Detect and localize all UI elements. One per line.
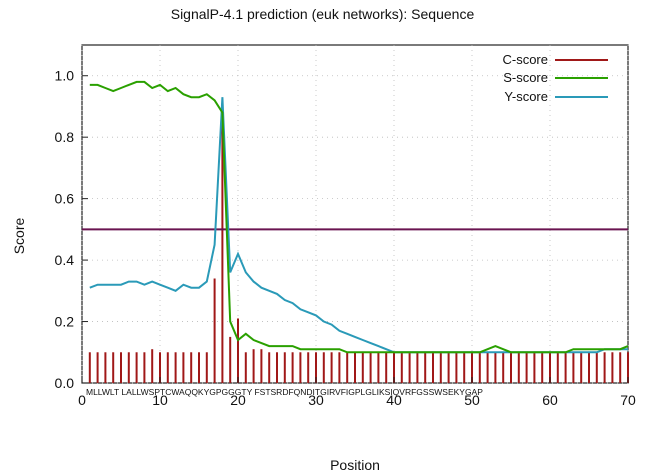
y-tick-label: 0.6 [55, 191, 75, 207]
x-tick-label: 50 [464, 392, 480, 408]
y-tick-label: 1.0 [55, 68, 75, 84]
x-tick-label: 40 [386, 392, 402, 408]
y-tick-label: 0.8 [55, 129, 75, 145]
x-tick-label: 20 [230, 392, 246, 408]
y-tick-label: 0.2 [55, 314, 75, 330]
sequence-label: MLLWLT LALLWSPTCWAQQKYGPGGGTY FSTSRDFQND… [86, 387, 483, 397]
grid [81, 45, 629, 384]
c-score-bars [88, 103, 629, 383]
x-tick-label: 10 [152, 392, 168, 408]
legend-c-score: C-score [502, 52, 548, 67]
legend: C-score S-score Y-score [502, 52, 608, 104]
x-tick-label: 0 [78, 392, 86, 408]
x-axis-ticks: 0 10 20 30 40 50 60 70 [78, 377, 636, 408]
y-score-line [89, 97, 628, 354]
s-score-line [89, 80, 629, 354]
x-tick-label: 30 [308, 392, 324, 408]
y-tick-label: 0.0 [55, 375, 75, 391]
legend-s-score: S-score [503, 70, 548, 85]
x-axis-label: Position [330, 457, 380, 473]
chart-title: SignalP-4.1 prediction (euk networks): S… [170, 6, 475, 22]
y-axis-ticks: 0.0 0.2 0.4 0.6 0.8 1.0 [55, 68, 88, 391]
y-tick-label: 0.4 [55, 252, 75, 268]
x-tick-label: 60 [542, 392, 558, 408]
y-axis-label: Score [11, 218, 27, 255]
x-tick-label: 70 [620, 392, 636, 408]
legend-y-score: Y-score [504, 89, 548, 104]
